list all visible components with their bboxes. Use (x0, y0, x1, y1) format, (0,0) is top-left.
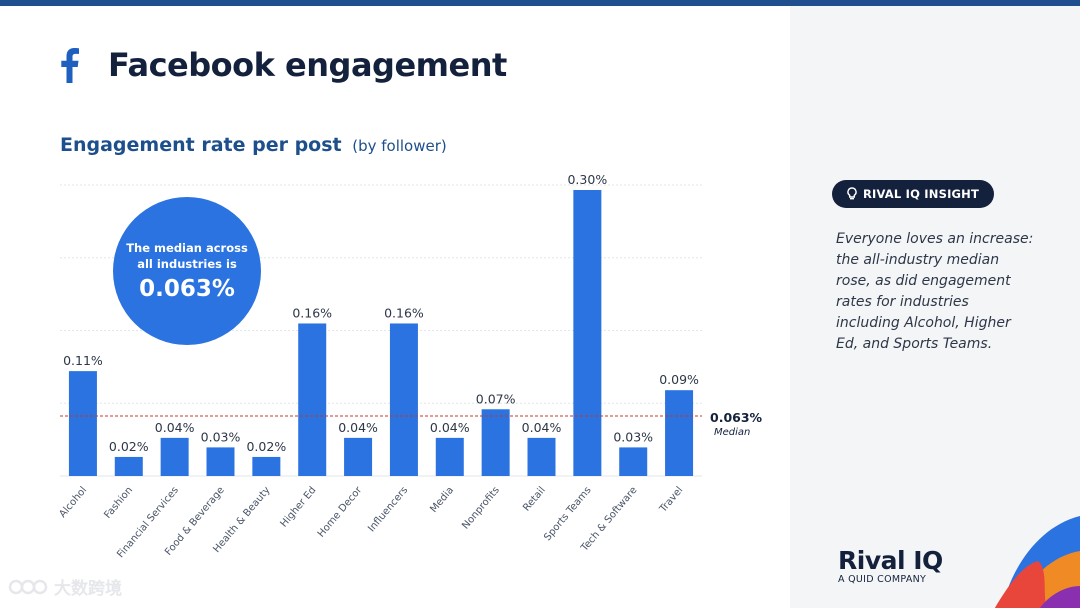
x-tick-label: Alcohol (57, 485, 89, 520)
median-callout-circle: The median across all industries is 0.06… (113, 197, 261, 345)
data-label: 0.04% (338, 420, 378, 435)
data-label: 0.04% (430, 420, 470, 435)
data-label: 0.02% (109, 439, 149, 454)
insight-text: Everyone loves an increase: the all-indu… (836, 231, 1034, 352)
x-tick-label: Retail (521, 485, 548, 514)
data-label: 0.07% (476, 391, 516, 406)
bar-travel (665, 390, 694, 476)
brand-name: Rival IQ (838, 546, 943, 575)
top-accent-bar (0, 0, 1080, 6)
bar-home-decor (344, 437, 373, 476)
median-caption: Median (714, 427, 751, 438)
x-tick-label: Influencers (366, 485, 410, 535)
bar-tech-software (619, 447, 648, 476)
brand-logo: Rival IQ A QUID COMPANY (838, 546, 943, 585)
watermark-text: 大数跨境 (54, 579, 122, 599)
bar-media (435, 437, 464, 476)
facebook-icon (58, 45, 88, 85)
callout-line-1: The median across (126, 241, 248, 255)
data-label: 0.11% (63, 353, 103, 368)
callout-line-2: all industries is (137, 257, 237, 271)
watermark: 大数跨境 (8, 574, 122, 599)
x-tick-label: Fashion (102, 485, 135, 521)
data-label: 0.02% (246, 439, 286, 454)
slide-header: Facebook engagement (58, 40, 507, 90)
data-label: 0.04% (155, 420, 195, 435)
bars (68, 190, 694, 476)
bar-food-beverage (206, 447, 235, 476)
x-tick-label: Nonprofits (460, 485, 502, 532)
data-label: 0.04% (522, 420, 562, 435)
bar-retail (527, 437, 556, 476)
lightbulb-icon (847, 187, 857, 201)
bar-influencers (389, 323, 418, 476)
brand-wave-graphic (994, 516, 1080, 608)
chart-title: Engagement rate per post (by follower) (60, 134, 447, 156)
median-value-label: 0.063% (710, 410, 763, 425)
chart-subtitle: (by follower) (352, 137, 447, 155)
x-tick-label: Sports Teams (542, 485, 593, 543)
x-tick-label: Travel (657, 485, 685, 516)
brand-tagline: A QUID COMPANY (838, 574, 927, 585)
bar-nonprofits (481, 409, 510, 476)
bar-financial-services (160, 437, 189, 476)
bar-sports-teams (573, 190, 602, 476)
bar-higher-ed (298, 323, 327, 476)
data-label: 0.09% (659, 372, 699, 387)
x-tick-label: Higher Ed (279, 485, 319, 530)
watermark-logo-icon (8, 579, 48, 594)
insight-badge: RIVAL IQ INSIGHT (832, 180, 994, 208)
engagement-bar-chart: 0.11% 0.02% 0.04% 0.03% 0.02% 0.16% 0.04% 0.16%… (57, 172, 702, 560)
x-tick-label: Home Decor (316, 484, 365, 539)
data-labels: 0.11% 0.02% 0.04% 0.03% 0.02% 0.16% 0.04% 0.16%… (63, 172, 699, 454)
x-tick-label: Media (428, 485, 456, 515)
page-title: Facebook engagement (108, 46, 507, 84)
chart-title-text: Engagement rate per post (60, 134, 342, 156)
data-label: 0.16% (384, 305, 424, 320)
data-label: 0.16% (292, 305, 332, 320)
data-label: 0.30% (567, 172, 607, 187)
callout-value: 0.063% (139, 276, 235, 302)
data-label: 0.03% (613, 429, 653, 444)
bar-alcohol (68, 371, 97, 476)
bar-fashion (114, 456, 143, 476)
data-label: 0.03% (201, 429, 241, 444)
insight-panel: RIVAL IQ INSIGHT Everyone loves an incre… (790, 6, 1080, 608)
bar-health-beauty (252, 456, 281, 476)
insight-badge-label: RIVAL IQ INSIGHT (862, 187, 980, 201)
